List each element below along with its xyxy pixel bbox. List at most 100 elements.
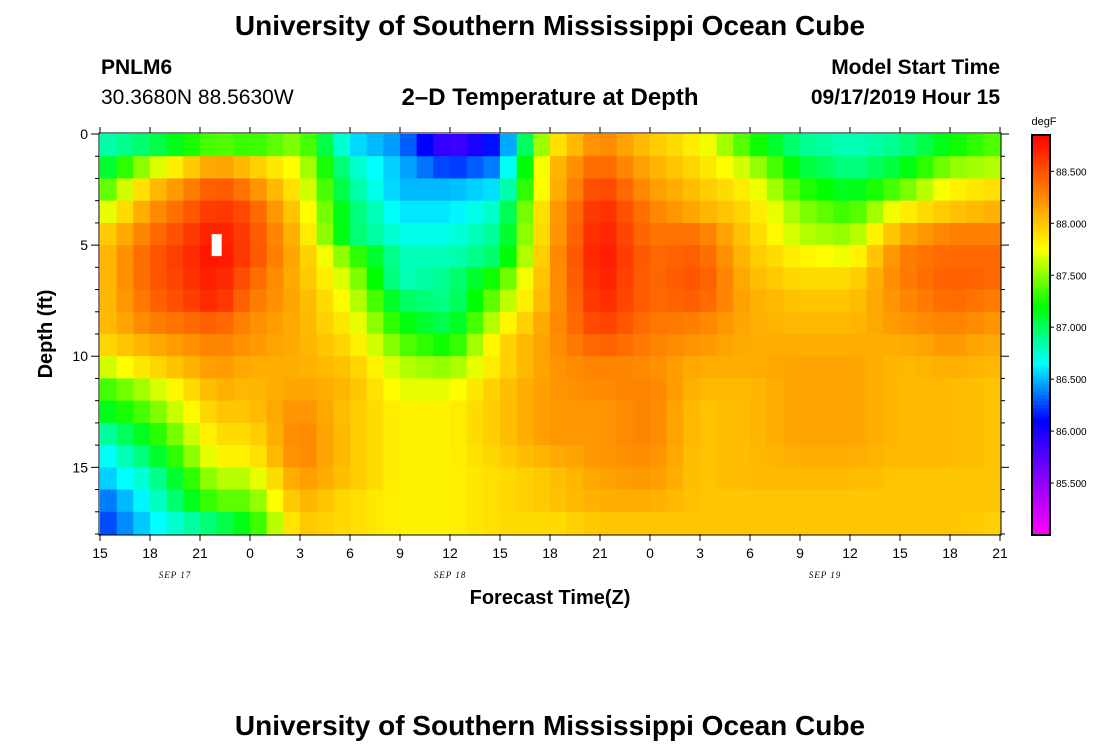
heatmap-cell (183, 156, 201, 180)
heatmap-cell (516, 356, 534, 380)
heatmap-cell (350, 511, 368, 535)
heatmap-cell (816, 334, 834, 357)
heatmap-cell (366, 445, 384, 468)
heatmap-cell (533, 445, 551, 468)
heatmap-cell (333, 467, 351, 491)
heatmap-cell (200, 134, 218, 157)
heatmap-cell (900, 245, 918, 268)
colorbar-segment (1032, 478, 1050, 483)
heatmap-cell (833, 156, 851, 180)
heatmap-cell (216, 289, 234, 313)
heatmap-cell (816, 489, 834, 513)
colorbar-segment (1032, 198, 1050, 203)
heatmap-cell (916, 200, 934, 224)
heatmap-cell (716, 445, 734, 468)
colorbar-segment (1032, 308, 1050, 313)
colorbar-segment (1032, 471, 1050, 476)
heatmap-cell (700, 511, 718, 535)
colorbar-segment (1032, 288, 1050, 293)
colorbar-segment (1032, 525, 1050, 529)
heatmap-cell (433, 400, 451, 424)
heatmap-cell (516, 467, 534, 491)
heatmap-cell (866, 200, 884, 224)
heatmap-cell (683, 356, 701, 380)
station-coords: 30.3680N 88.5630W (101, 86, 294, 109)
heatmap-cell (683, 400, 701, 424)
heatmap-cell (150, 267, 168, 291)
heatmap-cell (750, 200, 768, 224)
heatmap-cell (250, 267, 268, 291)
heatmap-cell (350, 378, 368, 402)
heatmap-cell (800, 378, 818, 402)
colorbar-segment (1032, 178, 1050, 183)
heatmap-cell (350, 311, 368, 335)
heatmap-cell (550, 200, 568, 224)
heatmap-cell (433, 334, 451, 357)
heatmap-cell (883, 134, 901, 157)
heatmap-cell (700, 356, 718, 380)
x-tick-label: 18 (142, 545, 158, 561)
heatmap-cell (333, 311, 351, 335)
heatmap-cell (400, 156, 418, 180)
heatmap-cell (533, 422, 551, 446)
heatmap-cell (683, 134, 701, 157)
heatmap-cell (416, 334, 434, 357)
heatmap-cell (883, 178, 901, 202)
heatmap-cell (450, 334, 468, 357)
heatmap-cell (366, 334, 384, 357)
heatmap-cell (450, 467, 468, 491)
heatmap-cell (633, 445, 651, 468)
heatmap-cell (233, 134, 251, 157)
model-start-label: Model Start Time (831, 56, 1000, 79)
heatmap-cell (183, 467, 201, 491)
heatmap-cell (183, 178, 201, 202)
heatmap-cell (866, 222, 884, 246)
heatmap-cell (183, 445, 201, 468)
colorbar-segment (1032, 185, 1050, 189)
heatmap-cell (966, 245, 984, 268)
heatmap-cell (916, 134, 934, 157)
colorbar-segment (1032, 381, 1050, 386)
heatmap-cell (516, 200, 534, 224)
heatmap-cell (566, 511, 584, 535)
colorbar-segment (1032, 351, 1050, 356)
heatmap-cell (450, 422, 468, 446)
heatmap-cell (333, 356, 351, 380)
heatmap-cell (400, 200, 418, 224)
heatmap-cell (650, 467, 668, 491)
colorbar-segment (1032, 511, 1050, 516)
heatmap-cell (983, 445, 1001, 468)
heatmap-cell (600, 156, 618, 180)
heatmap-cell (416, 267, 434, 291)
colorbar-segment (1032, 301, 1050, 306)
heatmap-cell (750, 156, 768, 180)
heatmap-cell (866, 445, 884, 468)
heatmap-cell (150, 245, 168, 268)
colorbar-segment (1032, 461, 1050, 466)
heatmap-cell (600, 511, 618, 535)
heatmap-cell (633, 311, 651, 335)
heatmap-cell (983, 222, 1001, 246)
heatmap-cell (483, 156, 501, 180)
heatmap-cell (983, 356, 1001, 380)
heatmap-cell (100, 289, 118, 313)
x-tick-label: 18 (542, 545, 558, 561)
heatmap-cell (133, 134, 151, 157)
colorbar-segment (1032, 368, 1050, 373)
heatmap-cell (633, 245, 651, 268)
heatmap-cell (400, 289, 418, 313)
colorbar-segment (1032, 231, 1050, 236)
heatmap-cell (683, 311, 701, 335)
heatmap-cell (833, 356, 851, 380)
heatmap-cell (416, 400, 434, 424)
heatmap-cell (783, 222, 801, 246)
colorbar-segment (1032, 215, 1050, 219)
heatmap-cell (483, 356, 501, 380)
colorbar-segment (1032, 355, 1050, 359)
heatmap-cell (616, 200, 634, 224)
heatmap-cell (316, 156, 334, 180)
heatmap-cell (233, 334, 251, 357)
heatmap-cell (333, 222, 351, 246)
colorbar-segment (1032, 488, 1050, 493)
heatmap-cell (733, 289, 751, 313)
